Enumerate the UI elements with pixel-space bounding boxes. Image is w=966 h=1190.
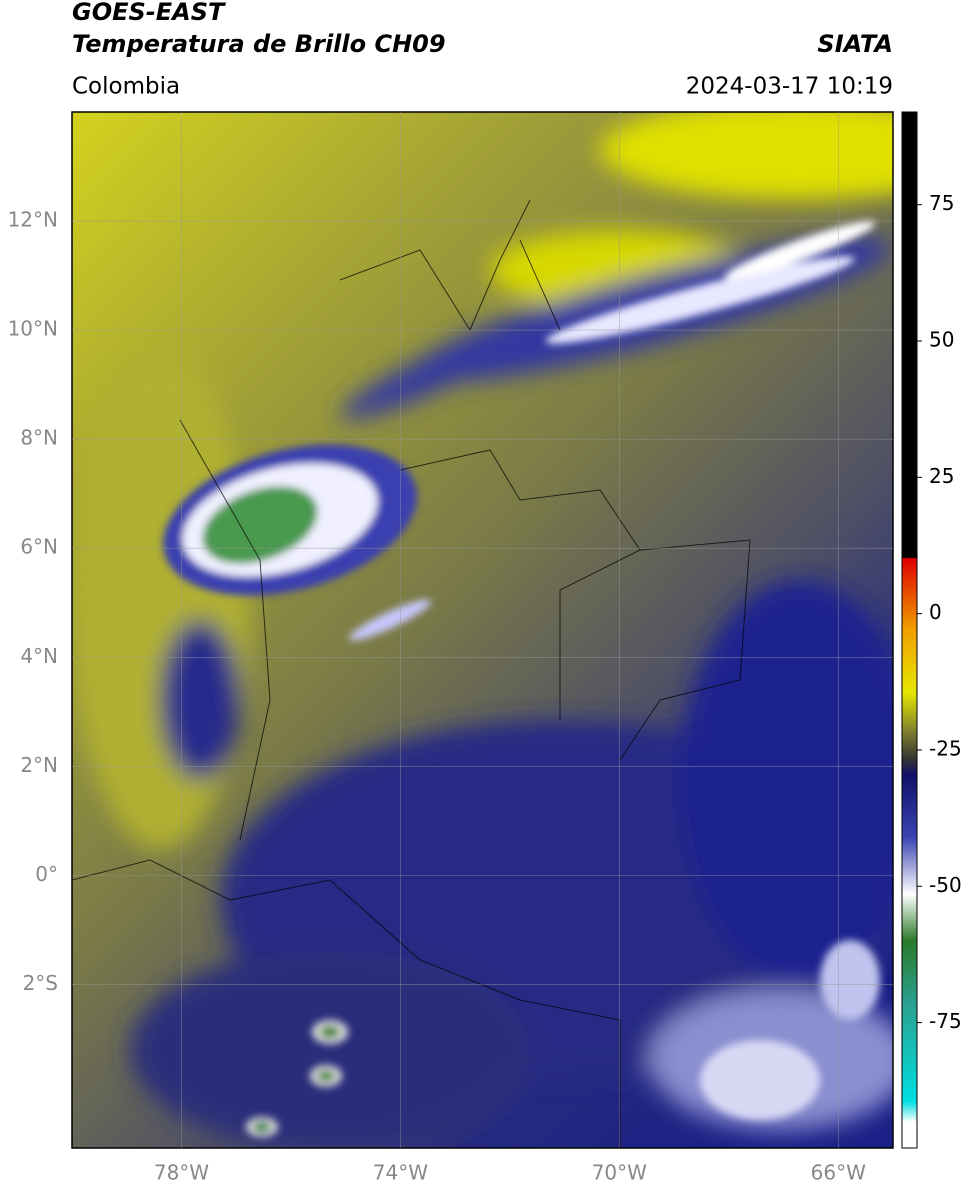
colorbar-tick-label: -75 — [929, 1009, 962, 1033]
y-tick-label: 0° — [35, 862, 58, 886]
datetime: 2024-03-17 10:19 — [686, 74, 893, 100]
y-tick-label: 10°N — [8, 317, 58, 341]
map-frame — [71, 111, 894, 1149]
colorbar-tick-label: 50 — [929, 328, 954, 352]
x-tick-label: 66°W — [811, 1161, 866, 1185]
y-tick-label: 8°N — [20, 426, 58, 450]
y-tick-label: 4°N — [20, 644, 58, 668]
colorbar-tick-label: 0 — [929, 600, 942, 624]
y-tick-label: 2°S — [23, 971, 58, 995]
y-tick-label: 12°N — [8, 208, 58, 232]
x-tick-label: 70°W — [592, 1161, 647, 1185]
satellite-image — [72, 112, 893, 1148]
x-tick-label: 74°W — [373, 1161, 428, 1185]
region: Colombia — [72, 74, 180, 100]
colorbar-tick-label: 75 — [929, 191, 954, 215]
title: GOES-EAST — [72, 0, 226, 26]
y-tick-label: 2°N — [20, 753, 58, 777]
x-tick-label: 78°W — [154, 1161, 209, 1185]
subtitle: Temperatura de Brillo CH09 — [72, 30, 446, 58]
y-tick-label: 6°N — [20, 535, 58, 559]
colorbar — [901, 111, 918, 1149]
source: SIATA — [817, 30, 893, 58]
colorbar-tick-label: 25 — [929, 464, 954, 488]
colorbar-tick-label: -50 — [929, 873, 962, 897]
colorbar-tick-label: -25 — [929, 736, 962, 760]
